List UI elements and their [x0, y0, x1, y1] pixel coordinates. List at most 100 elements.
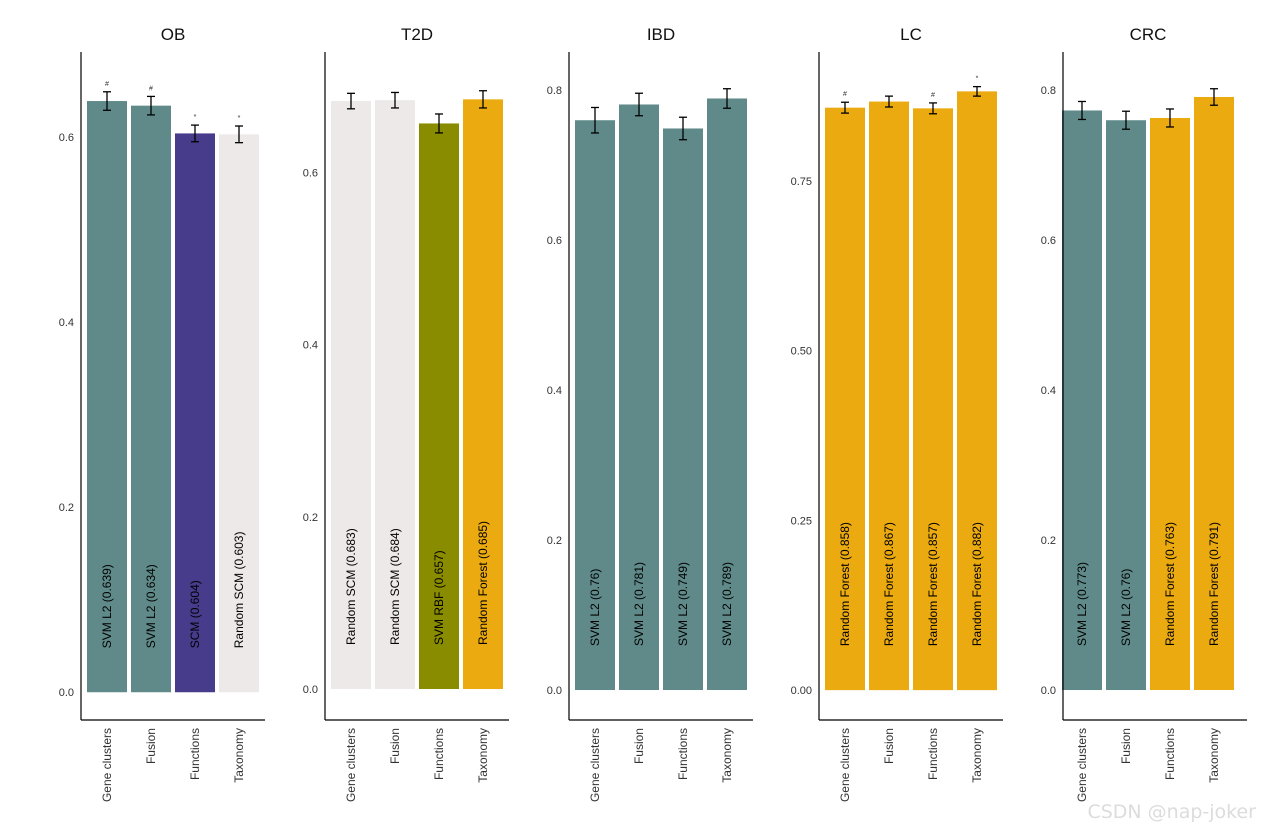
- bar-fusion: [869, 101, 909, 691]
- y-tick-label: 0.2: [303, 512, 318, 524]
- significance-mark: #: [149, 85, 153, 92]
- bar-taxonomy: [219, 134, 259, 693]
- y-tick-label: 0.00: [791, 685, 812, 697]
- bar-functions: [913, 108, 953, 691]
- bar-label: Random SCM (0.684): [388, 528, 402, 645]
- bar-taxonomy: [1194, 96, 1234, 691]
- y-tick-label: 0.50: [791, 346, 812, 358]
- y-tick-label: 0.6: [303, 168, 318, 180]
- bar-label: SVM L2 (0.634): [144, 564, 158, 648]
- bar-gene-clusters: [1062, 110, 1102, 691]
- panel-title: T2D: [401, 25, 433, 44]
- significance-mark: #: [931, 92, 935, 99]
- category-label: Functions: [188, 728, 202, 780]
- category-label: Fusion: [144, 728, 158, 764]
- bar-fusion: [131, 105, 171, 693]
- bar-label: Random Forest (0.857): [926, 522, 940, 646]
- panel-title: LC: [900, 25, 922, 44]
- bar-label: SVM L2 (0.76): [588, 569, 602, 646]
- category-label: Fusion: [882, 728, 896, 764]
- bar-label: SVM RBF (0.657): [432, 550, 446, 645]
- panel-lc: LC # Random Forest (0.858) Gene clusters Ran…: [791, 25, 1003, 802]
- bar-label: Random Forest (0.763): [1163, 522, 1177, 646]
- bar-label: Random Forest (0.882): [970, 522, 984, 646]
- bar-functions: [663, 128, 703, 691]
- significance-mark: *: [238, 115, 241, 122]
- y-tick-label: 0.75: [791, 176, 812, 188]
- bar-fusion: [1106, 120, 1146, 691]
- bar-gene-clusters: [87, 101, 127, 693]
- category-label: Fusion: [1119, 728, 1133, 764]
- y-tick-label: 0.25: [791, 515, 812, 527]
- panel-title: CRC: [1130, 25, 1167, 44]
- y-tick-label: 0.8: [547, 85, 562, 97]
- category-label: Functions: [926, 728, 940, 780]
- y-tick-label: 0.6: [547, 235, 562, 247]
- y-tick-label: 0.0: [59, 687, 74, 699]
- panel-crc: CRC SVM L2 (0.773) Gene clusters SVM L2 (0.…: [1041, 25, 1247, 802]
- category-label: Fusion: [388, 728, 402, 764]
- bar-fusion: [375, 100, 415, 690]
- category-label: Taxonomy: [232, 728, 246, 783]
- bar-label: SVM L2 (0.76): [1119, 569, 1133, 646]
- panel-title: OB: [161, 25, 186, 44]
- y-tick-label: 0.2: [547, 535, 562, 547]
- y-tick-label: 0.6: [59, 132, 74, 144]
- category-label: Gene clusters: [1075, 728, 1089, 802]
- category-label: Taxonomy: [476, 728, 490, 783]
- category-label: Fusion: [632, 728, 646, 764]
- bar-label: SVM L2 (0.781): [632, 562, 646, 646]
- category-label: Gene clusters: [100, 728, 114, 802]
- y-tick-label: 0.8: [1041, 85, 1056, 97]
- y-tick-label: 0.4: [303, 340, 318, 352]
- y-tick-label: 0.0: [303, 684, 318, 696]
- bar-label: Random Forest (0.791): [1207, 522, 1221, 646]
- y-tick-label: 0.0: [1041, 685, 1056, 697]
- category-label: Gene clusters: [838, 728, 852, 802]
- panel-ibd: IBD SVM L2 (0.76) Gene clusters SVM L2 (0.7…: [547, 25, 753, 802]
- panel-title: IBD: [647, 25, 675, 44]
- bar-functions: [175, 133, 215, 693]
- significance-mark: *: [194, 114, 197, 121]
- bar-label: SVM L2 (0.639): [100, 564, 114, 648]
- y-tick-label: 0.0: [547, 685, 562, 697]
- category-label: Functions: [432, 728, 446, 780]
- significance-mark: #: [105, 81, 109, 88]
- y-tick-label: 0.2: [59, 502, 74, 514]
- bar-taxonomy: [707, 98, 747, 691]
- category-label: Taxonomy: [970, 728, 984, 783]
- y-tick-label: 0.6: [1041, 235, 1056, 247]
- category-label: Functions: [676, 728, 690, 780]
- panel-ob: OB # SVM L2 (0.639) Gene clusters # SVM L2 (0…: [59, 25, 265, 802]
- bar-label: SVM L2 (0.749): [676, 562, 690, 646]
- category-label: Taxonomy: [1207, 728, 1221, 783]
- bar-label: Random Forest (0.858): [838, 522, 852, 646]
- bar-functions: [419, 123, 459, 690]
- bar-label: Random Forest (0.685): [476, 521, 490, 645]
- y-tick-label: 0.4: [547, 385, 562, 397]
- bar-fusion: [619, 104, 659, 691]
- bar-gene-clusters: [575, 120, 615, 691]
- bar-label: SVM L2 (0.773): [1075, 562, 1089, 646]
- y-tick-label: 0.4: [1041, 385, 1056, 397]
- bar-label: Random SCM (0.683): [344, 528, 358, 645]
- category-label: Functions: [1163, 728, 1177, 780]
- y-tick-label: 0.4: [59, 317, 74, 329]
- watermark-text: CSDN @nap-joker: [1087, 801, 1256, 823]
- bar-label: Random Forest (0.867): [882, 522, 896, 646]
- y-tick-label: 0.2: [1041, 535, 1056, 547]
- category-label: Gene clusters: [588, 728, 602, 802]
- bar-taxonomy: [957, 91, 997, 691]
- bar-gene-clusters: [825, 107, 865, 691]
- bar-functions: [1150, 117, 1190, 691]
- category-label: Gene clusters: [344, 728, 358, 802]
- bar-label: Random SCM (0.603): [232, 532, 246, 649]
- significance-mark: *: [976, 76, 979, 83]
- bar-gene-clusters: [331, 101, 371, 690]
- panel-t2d: T2D Random SCM (0.683) Gene clusters Random…: [303, 25, 509, 802]
- bar-label: SVM L2 (0.789): [720, 562, 734, 646]
- category-label: Taxonomy: [720, 728, 734, 783]
- bar-taxonomy: [463, 99, 503, 690]
- significance-mark: #: [843, 91, 847, 98]
